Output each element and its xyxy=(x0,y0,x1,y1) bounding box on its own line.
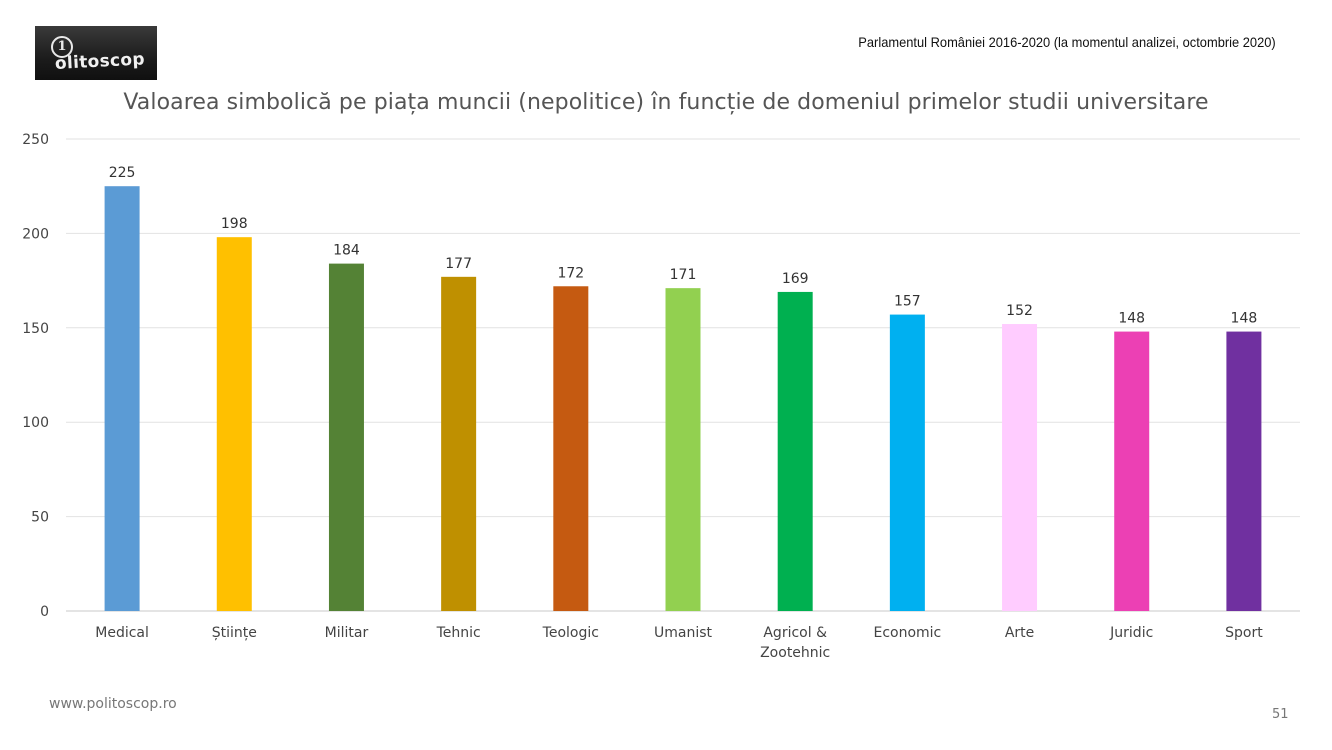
data-label: 169 xyxy=(782,271,809,287)
footer-url: www.politoscop.ro xyxy=(49,696,177,712)
y-tick-label: 150 xyxy=(22,321,49,337)
x-tick-label: Teologic xyxy=(542,625,599,641)
x-tick-label: Zootehnic xyxy=(760,645,830,661)
bar xyxy=(1002,324,1038,611)
data-label: 225 xyxy=(109,165,136,181)
chart-title: Valoarea simbolică pe piața muncii (nepo… xyxy=(123,90,1209,115)
data-labels: 225 198 184 177 172 171 169 157 152 148 148 xyxy=(109,165,1258,326)
data-label: 184 xyxy=(333,243,360,259)
bar xyxy=(553,286,589,611)
y-tick-label: 100 xyxy=(22,415,49,431)
bar xyxy=(665,288,701,611)
bar xyxy=(889,314,925,611)
data-label: 171 xyxy=(670,267,697,283)
chart-bars xyxy=(104,186,1262,611)
x-tick-label: Arte xyxy=(1005,625,1034,641)
data-label: 152 xyxy=(1006,303,1033,319)
y-axis-ticks: 0 50 100 150 200 250 xyxy=(22,132,49,620)
x-tick-label: Științe xyxy=(212,625,257,641)
y-tick-label: 0 xyxy=(40,604,49,620)
logo-emblem-icon: 1 xyxy=(51,36,73,58)
data-label: 172 xyxy=(557,265,584,281)
x-tick-label: Umanist xyxy=(654,625,713,641)
bar xyxy=(328,263,364,611)
y-tick-label: 250 xyxy=(22,132,49,148)
data-label: 157 xyxy=(894,294,921,310)
politoscop-logo: 1 olitoscop xyxy=(35,26,157,80)
bar xyxy=(1226,331,1262,611)
x-tick-label: Juridic xyxy=(1109,625,1153,641)
x-tick-label: Economic xyxy=(873,625,941,641)
x-tick-label: Militar xyxy=(325,625,369,641)
y-tick-label: 200 xyxy=(22,226,49,242)
bar xyxy=(216,237,252,611)
x-axis-ticks: Medical Științe Militar Tehnic Teologic Umani… xyxy=(95,625,1263,661)
data-label: 177 xyxy=(445,256,472,272)
bar xyxy=(777,291,813,611)
x-tick-label: Tehnic xyxy=(436,625,481,641)
data-label: 148 xyxy=(1118,311,1145,327)
bar xyxy=(1114,331,1150,611)
y-tick-label: 50 xyxy=(31,510,49,526)
x-tick-label: Medical xyxy=(95,625,149,641)
page-number: 51 xyxy=(1272,707,1289,722)
bar xyxy=(104,186,140,611)
data-label: 148 xyxy=(1231,311,1258,327)
bar xyxy=(441,276,477,611)
x-tick-label: Sport xyxy=(1225,625,1263,641)
data-label: 198 xyxy=(221,216,248,232)
header-note: Parlamentul României 2016-2020 (la momen… xyxy=(858,34,1276,50)
x-tick-label: Agricol & xyxy=(763,625,827,641)
